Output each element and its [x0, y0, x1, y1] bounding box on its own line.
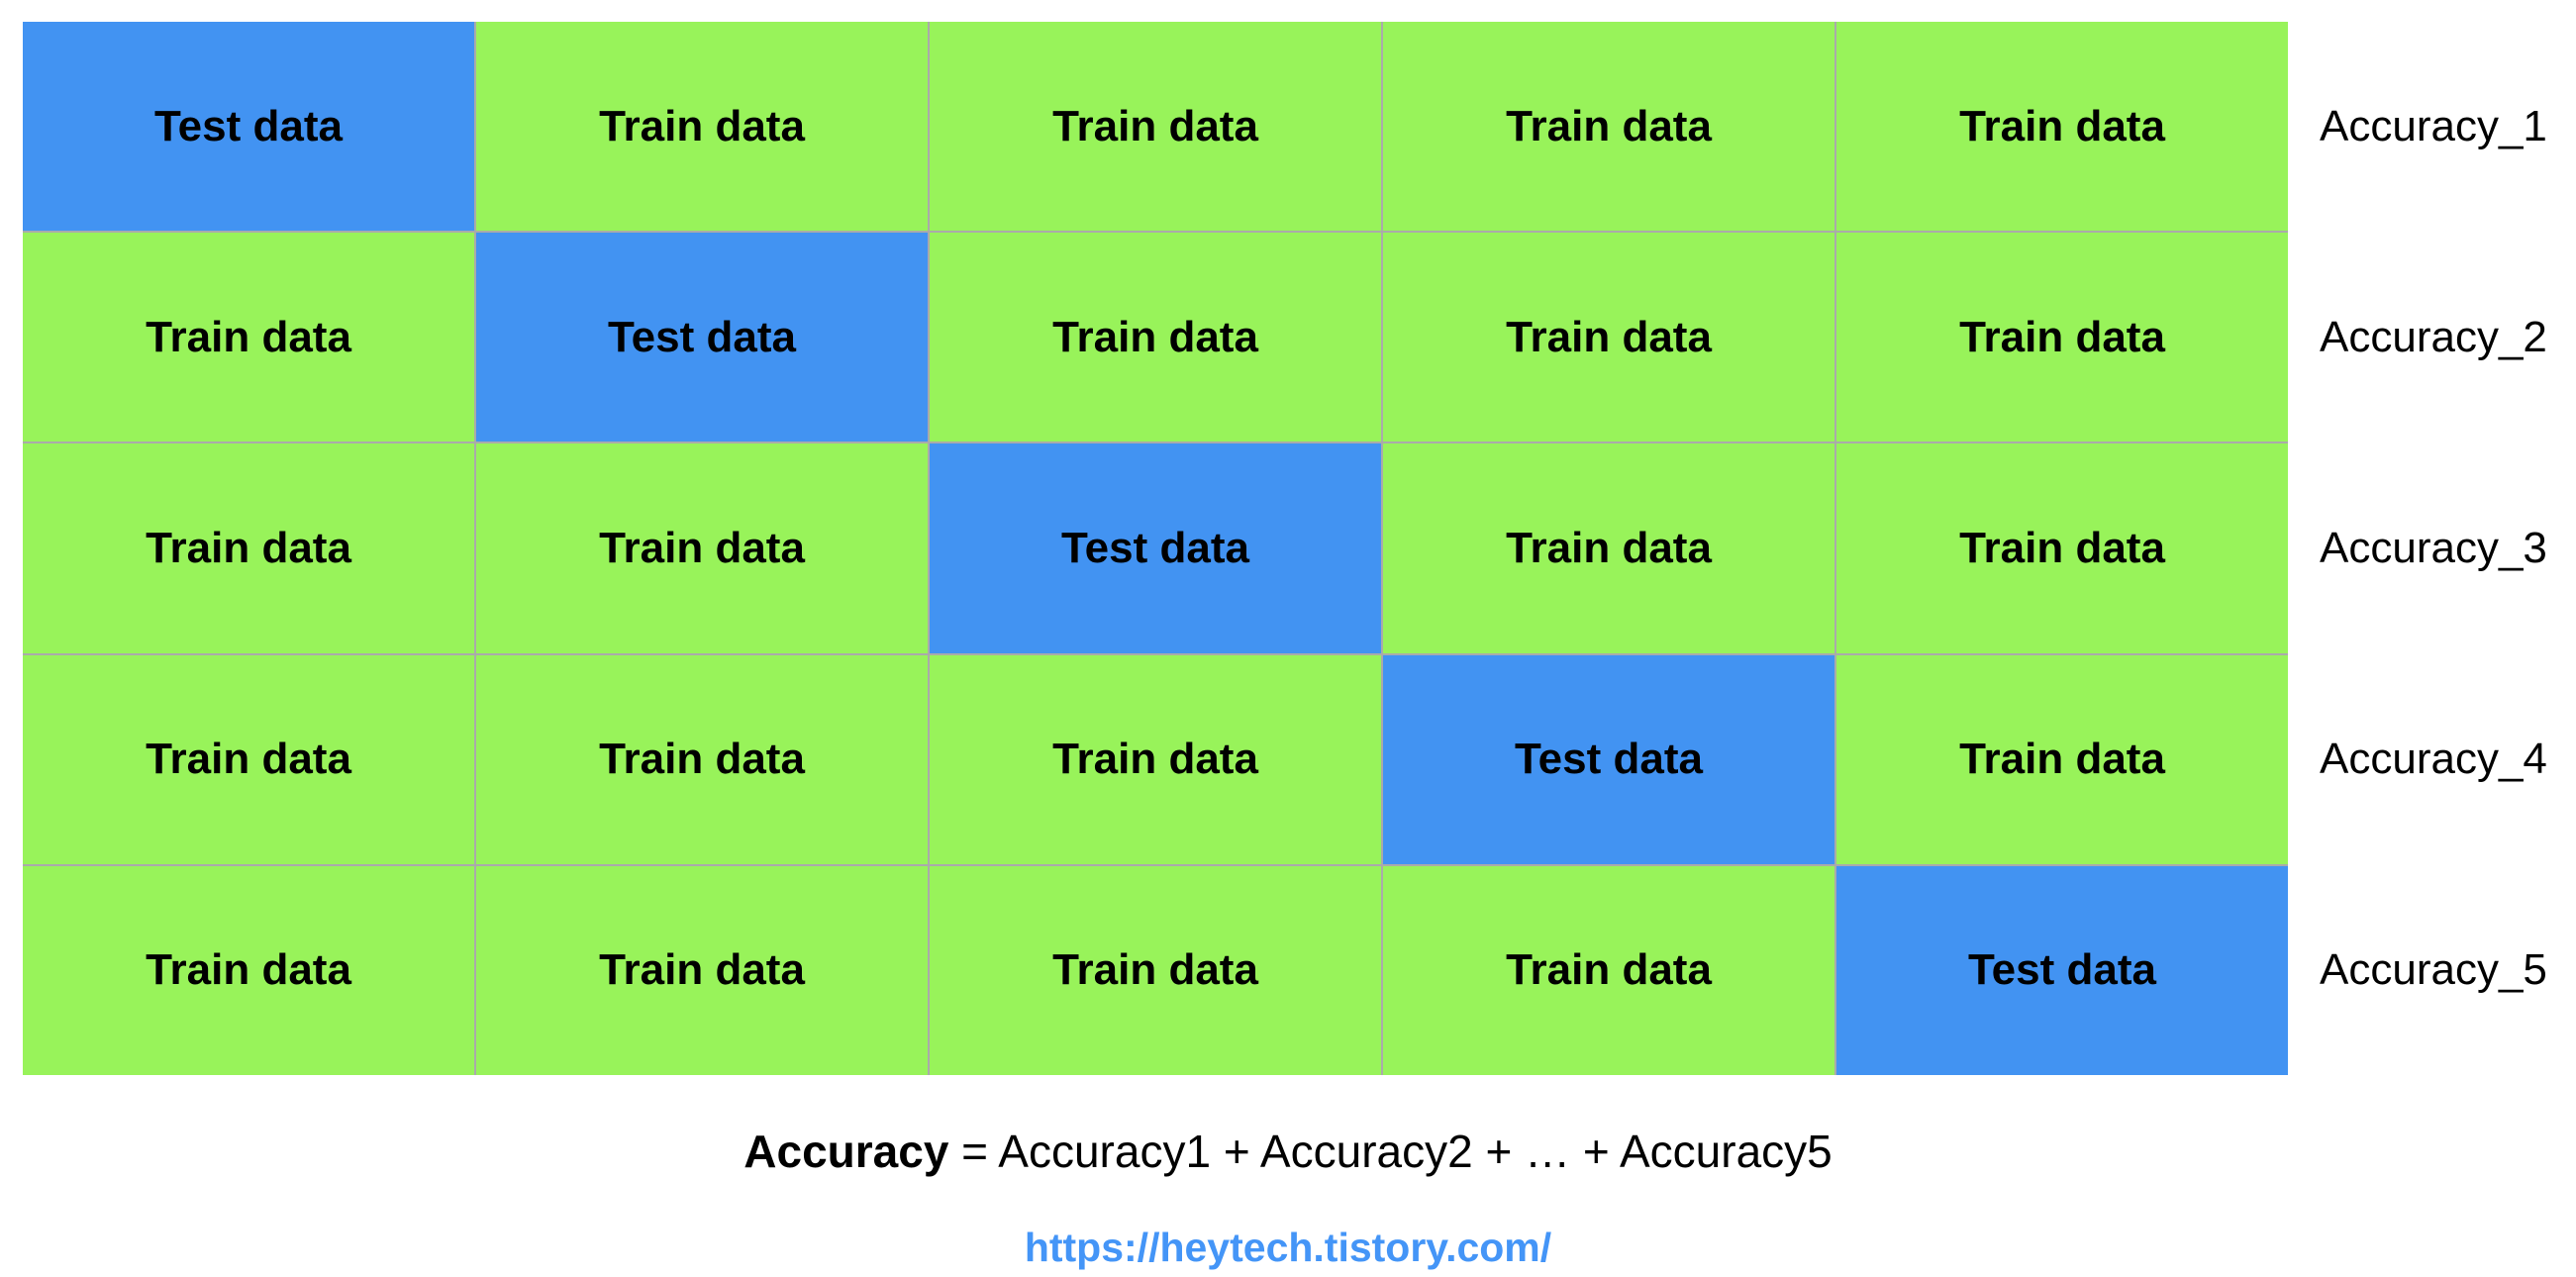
cell-train: Train data — [1836, 443, 2288, 653]
cell-train: Train data — [476, 22, 928, 232]
cell-train: Train data — [930, 865, 1381, 1075]
accuracy-labels-column: Accuracy_1 Accuracy_2 Accuracy_3 Accuracy_4… — [2288, 22, 2576, 1075]
cell-train: Train data — [476, 654, 928, 864]
accuracy-row-label: Accuracy_4 — [2320, 734, 2547, 783]
accuracy-row-label: Accuracy_2 — [2320, 313, 2547, 362]
cell-train: Train data — [1383, 865, 1834, 1075]
cell-test: Test data — [1836, 865, 2288, 1075]
cell-train: Train data — [1836, 233, 2288, 442]
kfold-grid: Test data Train data Train data Train data T… — [23, 22, 2288, 1075]
accuracy-row-label: Accuracy_1 — [2320, 102, 2547, 151]
cell-train: Train data — [1383, 233, 1834, 442]
cell-train: Train data — [476, 443, 928, 653]
cell-train: Train data — [1836, 22, 2288, 232]
accuracy-formula-rhs: = Accuracy1 + Accuracy2 + … + Accuracy5 — [948, 1126, 1833, 1177]
footer-link[interactable]: https://heytech.tistory.com/ — [1024, 1225, 1552, 1270]
cell-train: Train data — [930, 654, 1381, 864]
cell-train: Train data — [930, 233, 1381, 442]
cell-train: Train data — [23, 865, 474, 1075]
accuracy-formula: Accuracy = Accuracy1 + Accuracy2 + … + A… — [0, 1125, 2576, 1179]
accuracy-row-label: Accuracy_5 — [2320, 944, 2547, 994]
accuracy-row-label: Accuracy_3 — [2320, 523, 2547, 572]
cell-train: Train data — [23, 443, 474, 653]
cell-test: Test data — [476, 233, 928, 442]
cell-train: Train data — [1383, 22, 1834, 232]
cell-test: Test data — [23, 22, 474, 232]
cell-train: Train data — [930, 22, 1381, 232]
cell-train: Train data — [1383, 443, 1834, 653]
cell-train: Train data — [23, 654, 474, 864]
cell-train: Train data — [23, 233, 474, 442]
accuracy-formula-lhs: Accuracy — [743, 1126, 949, 1177]
cell-train: Train data — [1836, 654, 2288, 864]
cell-train: Train data — [476, 865, 928, 1075]
cell-test: Test data — [1383, 654, 1834, 864]
cell-test: Test data — [930, 443, 1381, 653]
